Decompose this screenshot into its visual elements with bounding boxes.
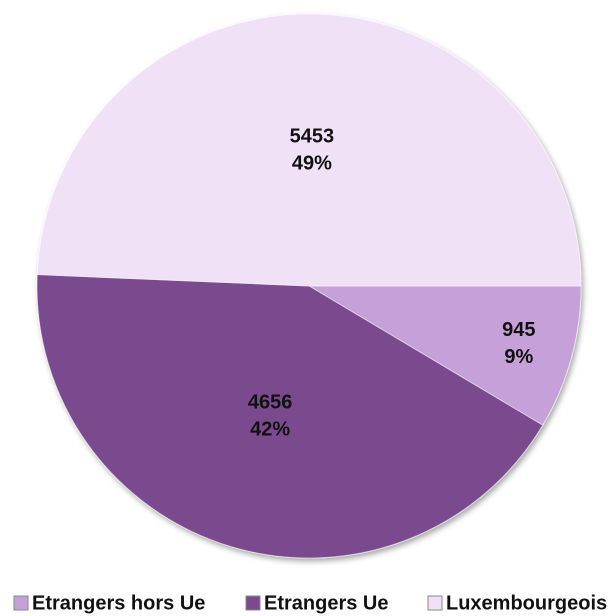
pie: [36, 13, 582, 559]
data-label-percent: 9%: [504, 346, 533, 368]
pie-slice: [36, 13, 582, 287]
data-label-value: 945: [502, 319, 535, 341]
data-label-value: 5453: [290, 125, 335, 147]
legend-swatch: [13, 595, 29, 611]
legend-label: Luxembourgeois: [446, 592, 607, 614]
legend-swatch: [245, 595, 261, 611]
pie-slice: [307, 285, 582, 426]
data-label-value: 4656: [248, 392, 293, 414]
legend-swatch: [427, 595, 443, 611]
legend-label: Etrangers hors Ue: [32, 592, 205, 614]
legend-label: Etrangers Ue: [264, 592, 389, 614]
data-label-percent: 49%: [292, 152, 332, 174]
pie-slice: [36, 274, 544, 559]
data-label-percent: 42%: [250, 419, 290, 441]
